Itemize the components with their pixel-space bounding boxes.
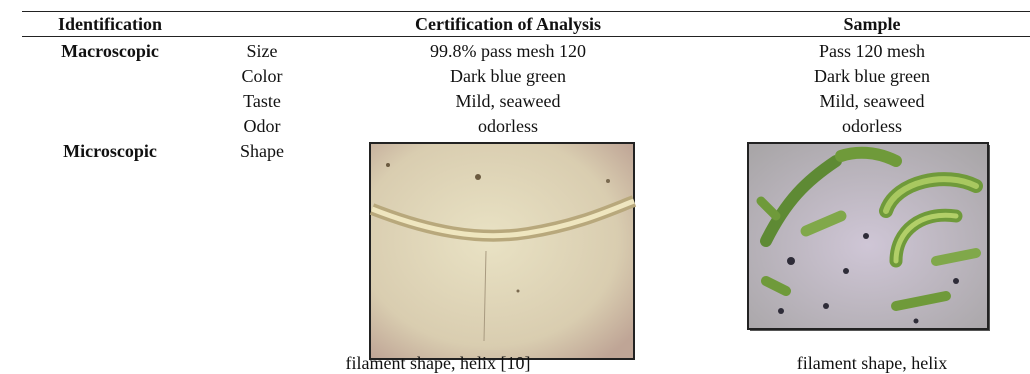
group-label: Microscopic	[63, 141, 157, 161]
cell: odorless	[478, 116, 538, 136]
cell: Dark blue green	[450, 66, 566, 86]
cell: Mild, seaweed	[820, 91, 925, 111]
micrograph-sample	[746, 141, 992, 333]
caption: filament shape, helix [10]	[346, 353, 531, 373]
table-page: Identification Certification of Analysis…	[0, 0, 1030, 374]
attribute: Odor	[244, 116, 281, 136]
header-rule	[22, 36, 1030, 37]
attribute: Shape	[240, 141, 284, 161]
attribute: Size	[247, 41, 278, 61]
cell: Pass 120 mesh	[819, 41, 925, 61]
cell: 99.8% pass mesh 120	[430, 41, 586, 61]
group-label: Macroscopic	[61, 41, 159, 61]
header-cell: Identification	[58, 14, 162, 34]
cell: Dark blue green	[814, 66, 930, 86]
attribute: Color	[241, 66, 282, 86]
attribute: Taste	[243, 91, 281, 111]
header-cell: Certification of Analysis	[415, 14, 601, 34]
micrograph-certification	[368, 141, 640, 363]
caption: filament shape, helix	[797, 353, 947, 373]
top-rule	[22, 11, 1030, 12]
cell: odorless	[842, 116, 902, 136]
cell: Mild, seaweed	[456, 91, 561, 111]
header-cell: Sample	[843, 14, 900, 34]
